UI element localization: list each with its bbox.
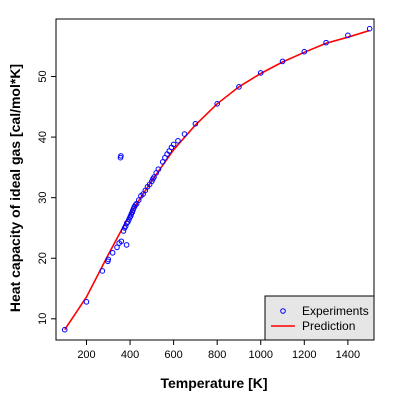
experiment-point bbox=[181, 131, 188, 137]
x-tick-label: 600 bbox=[164, 349, 182, 361]
experiment-point bbox=[257, 70, 264, 76]
x-tick-label: 200 bbox=[77, 349, 95, 361]
experiment-point bbox=[345, 32, 351, 39]
experiment-point bbox=[279, 58, 286, 65]
experiment-point bbox=[61, 326, 68, 333]
experiment-point bbox=[135, 197, 142, 203]
experiment-point bbox=[114, 244, 120, 251]
experiment-point bbox=[123, 242, 130, 248]
experiment-point bbox=[236, 84, 242, 90]
prediction-line bbox=[64, 29, 370, 331]
x-tick-label: 1000 bbox=[248, 349, 272, 361]
experiment-point bbox=[366, 25, 373, 32]
legend-box bbox=[264, 295, 375, 341]
y-tick-label: 10 bbox=[37, 313, 49, 325]
x-tick-label: 800 bbox=[208, 349, 226, 361]
experiment-point bbox=[83, 299, 90, 305]
x-tick-label: 1400 bbox=[336, 349, 360, 361]
experiment-point bbox=[175, 137, 181, 144]
legend-prediction-label: Prediction bbox=[302, 319, 355, 333]
experiment-point bbox=[301, 48, 308, 55]
y-tick-label: 20 bbox=[37, 252, 49, 264]
experiment-point bbox=[155, 166, 162, 173]
experiment-point bbox=[159, 159, 166, 165]
experiment-point bbox=[151, 174, 157, 180]
experiment-point bbox=[118, 238, 125, 245]
legend-experiments-label: Experiments bbox=[302, 304, 369, 318]
y-axis-title: Heat capacity of ideal gas [cal/mol*K] bbox=[7, 64, 23, 312]
legend-experiments-marker bbox=[280, 308, 286, 314]
plot-data bbox=[61, 25, 373, 333]
axes: 200 400 600 800 1000 1200 1400 10 20 30 40 50 bbox=[37, 18, 375, 361]
y-tick-label: 50 bbox=[37, 70, 49, 82]
experiment-point bbox=[214, 100, 220, 107]
experiment-point bbox=[120, 228, 127, 234]
y-tick-label: 30 bbox=[37, 192, 49, 204]
experiment-point bbox=[109, 249, 116, 256]
experiment-point bbox=[105, 256, 112, 263]
experiment-point bbox=[99, 268, 106, 274]
experiment-point bbox=[323, 39, 329, 46]
experiment-point bbox=[170, 141, 177, 148]
experiment-point bbox=[132, 202, 139, 208]
experiment-point bbox=[192, 120, 199, 127]
x-tick-label: 1200 bbox=[292, 349, 316, 361]
experiment-point bbox=[118, 153, 124, 159]
y-tick-label: 40 bbox=[37, 131, 49, 143]
x-axis-title: Temperature [K] bbox=[160, 375, 267, 391]
plot-frame bbox=[55, 18, 375, 341]
experiment-point bbox=[122, 223, 129, 229]
x-tick-label: 400 bbox=[121, 349, 139, 361]
